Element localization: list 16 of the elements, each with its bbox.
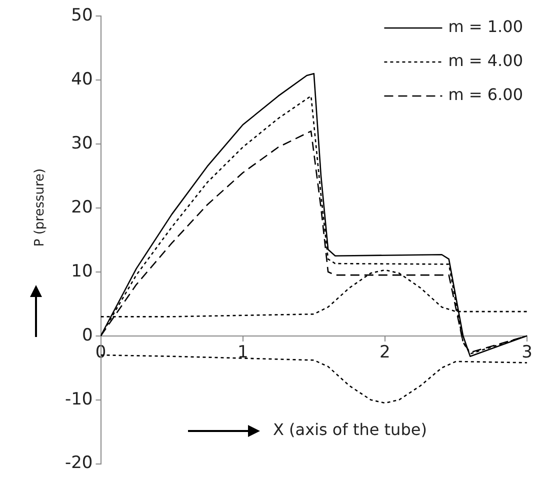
y-tick-label: 30 [71, 133, 93, 154]
y-tick-label: 50 [71, 5, 93, 26]
x-tick-label: 2 [380, 342, 390, 362]
y-tick-label: 20 [71, 197, 93, 218]
y-tick-label: -10 [64, 389, 93, 410]
y-tick-label: -20 [64, 453, 93, 474]
y-tick-label: 10 [71, 261, 93, 282]
y-tick-label: 40 [71, 69, 93, 90]
legend-label: m = 1.00 [448, 17, 524, 36]
y-tick-label: 0 [82, 325, 93, 346]
x-tick-label: 3 [522, 342, 532, 362]
y-axis-title: P (pressure) [32, 167, 48, 249]
legend-label: m = 6.00 [448, 85, 524, 104]
x-axis-title: X (axis of the tube) [273, 420, 427, 439]
legend-label: m = 4.00 [448, 51, 524, 70]
x-tick-label: 1 [237, 342, 248, 362]
